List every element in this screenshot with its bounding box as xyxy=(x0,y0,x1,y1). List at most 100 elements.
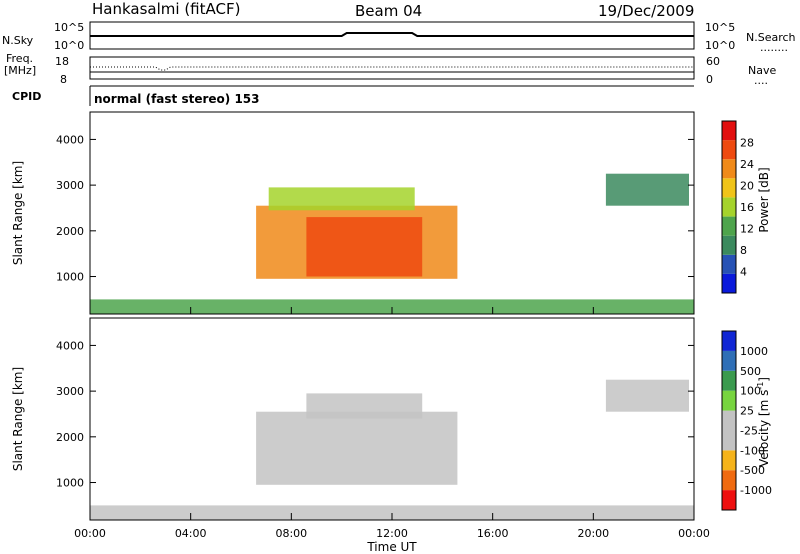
station-title: Hankasalmi (fitACF) xyxy=(92,0,240,18)
colorbar-swatch-3 xyxy=(722,430,736,451)
velocity-panel: 1000 2000 3000 4000 Slant Range [km] xyxy=(11,317,695,521)
colorbar-swatch-4 xyxy=(722,410,736,431)
echo-region-0 xyxy=(256,411,458,485)
power-data-layer xyxy=(90,173,694,314)
colorbar-tick-2: 12 xyxy=(740,223,754,236)
date-title: 19/Dec/2009 xyxy=(598,2,694,20)
nsearch-label: N.Search xyxy=(746,31,796,44)
colorbar-swatch-5 xyxy=(722,390,736,411)
nave-tick-top: 60 xyxy=(706,55,720,68)
velocity-colorbar: -1000 -500 -100 -25 25 100 500 1000 xyxy=(721,330,772,511)
echo-region-2 xyxy=(605,379,689,412)
nave-label: Nave xyxy=(748,64,776,77)
colorbar-tick-5: 100 xyxy=(740,385,761,398)
power-colorbar: 4 8 12 16 20 24 28 xyxy=(721,120,754,294)
x-tick-label-5: 20:00 xyxy=(577,527,609,540)
cpid-label: CPID xyxy=(12,90,41,103)
colorbar-swatch-0 xyxy=(722,273,736,293)
freq-trace xyxy=(90,66,694,71)
colorbar-tick-6: 28 xyxy=(740,137,754,150)
colorbar-swatch-3 xyxy=(722,216,736,236)
y-tick-label-0: 1000 xyxy=(56,271,84,284)
colorbar-swatch-5 xyxy=(722,178,736,198)
colorbar-swatch-6 xyxy=(722,370,736,391)
nsearch-tick-top: 10^5 xyxy=(705,21,735,34)
colorbar-swatch-2 xyxy=(722,235,736,255)
colorbar-swatch-1 xyxy=(722,254,736,274)
nsearch-tick-bottom: 10^0 xyxy=(705,39,735,52)
colorbar-tick-0: -1000 xyxy=(740,484,772,497)
time-axis: 00:00 04:00 08:00 12:00 16:00 20:00 00:00 xyxy=(74,307,710,540)
colorbar-tick-1: -500 xyxy=(740,464,765,477)
nsearch-marker: ........ xyxy=(760,41,788,54)
echo-region-4 xyxy=(90,299,694,314)
nsky-tick-top: 10^5 xyxy=(54,21,84,34)
colorbar-tick-0: 4 xyxy=(740,266,747,279)
nsky-panel: N.Sky 10^5 10^0 10^5 10^0 N.Search .....… xyxy=(2,21,796,54)
colorbar-swatch-4 xyxy=(722,197,736,217)
colorbar-swatch-6 xyxy=(722,159,736,179)
x-tick-label-4: 16:00 xyxy=(477,527,509,540)
nave-tick-bottom: 0 xyxy=(706,73,713,86)
colorbar-tick-3: 16 xyxy=(740,201,754,214)
nsky-tick-bottom: 10^0 xyxy=(54,39,84,52)
colorbar-swatch-0 xyxy=(722,490,736,510)
colorbar-tick-7: 1000 xyxy=(740,345,768,358)
beam-title: Beam 04 xyxy=(355,2,422,20)
colorbar-tick-4: 20 xyxy=(740,180,754,193)
colorbar-frame xyxy=(721,330,737,511)
x-tick-label-1: 04:00 xyxy=(175,527,207,540)
colorbar-tick-4: 25 xyxy=(740,405,754,418)
power-ylabel: Slant Range [km] xyxy=(11,161,25,265)
y-tick-label-2: 3000 xyxy=(56,179,84,192)
colorbar-tick-1: 8 xyxy=(740,244,747,257)
colorbar-swatch-7 xyxy=(722,350,736,371)
power-panel: 1000 2000 3000 4000 Slant Range [km] xyxy=(11,111,695,315)
colorbar-tick-2: -100 xyxy=(740,444,765,457)
nsky-label: N.Sky xyxy=(2,34,34,47)
y-tick-label-3: 4000 xyxy=(56,133,84,146)
freq-tick-top: 18 xyxy=(55,55,69,68)
y-tick-label-0: 1000 xyxy=(56,477,84,490)
y-tick-label-2: 3000 xyxy=(56,385,84,398)
colorbar-swatch-7 xyxy=(722,140,736,160)
xaxis-label: Time UT xyxy=(366,540,417,554)
colorbar-tick-3: -25 xyxy=(740,424,758,437)
colorbar-tick-6: 500 xyxy=(740,365,761,378)
velocity-colorbar-label-exp: -1 xyxy=(756,382,765,390)
echo-region-2 xyxy=(268,187,415,211)
colorbar-swatch-8 xyxy=(722,331,736,351)
echo-region-3 xyxy=(90,505,694,520)
cpid-text: normal (fast stereo) 153 xyxy=(94,92,260,106)
y-tick-label-3: 4000 xyxy=(56,339,84,352)
x-tick-label-0: 00:00 xyxy=(74,527,106,540)
velocity-colorbar-label: Velocity [m s-1] xyxy=(756,377,771,467)
x-tick-label-6: 00:00 xyxy=(678,527,710,540)
colorbar-swatch-2 xyxy=(722,450,736,471)
colorbar-tick-5: 24 xyxy=(740,158,754,171)
echo-region-1 xyxy=(306,217,423,277)
freq-label-2: [MHz] xyxy=(4,64,36,77)
colorbar-swatch-1 xyxy=(722,470,736,491)
cpid-panel: CPID normal (fast stereo) 153 xyxy=(12,85,694,106)
colorbar-frame xyxy=(721,120,737,294)
velocity-colorbar-label-end: ] xyxy=(757,377,771,382)
y-tick-label-1: 2000 xyxy=(56,431,84,444)
x-tick-label-2: 08:00 xyxy=(275,527,307,540)
nave-marker: .... xyxy=(754,74,768,87)
power-colorbar-label: Power [dB] xyxy=(757,167,771,232)
velocity-y-axis: 1000 2000 3000 4000 xyxy=(56,339,694,490)
velocity-ylabel: Slant Range [km] xyxy=(11,367,25,471)
echo-region-1 xyxy=(306,393,423,419)
y-tick-label-1: 2000 xyxy=(56,225,84,238)
power-y-axis: 1000 2000 3000 4000 xyxy=(56,133,694,284)
colorbar-swatch-8 xyxy=(722,121,736,141)
freq-label-1: Freq. xyxy=(6,52,33,65)
velocity-data-layer xyxy=(90,379,694,520)
freq-tick-bottom: 8 xyxy=(60,73,67,86)
freq-frame xyxy=(89,56,695,80)
freq-panel: Freq. [MHz] 18 8 60 0 Nave .... xyxy=(4,52,776,87)
echo-region-3 xyxy=(605,173,689,206)
nsky-trace xyxy=(90,32,694,37)
